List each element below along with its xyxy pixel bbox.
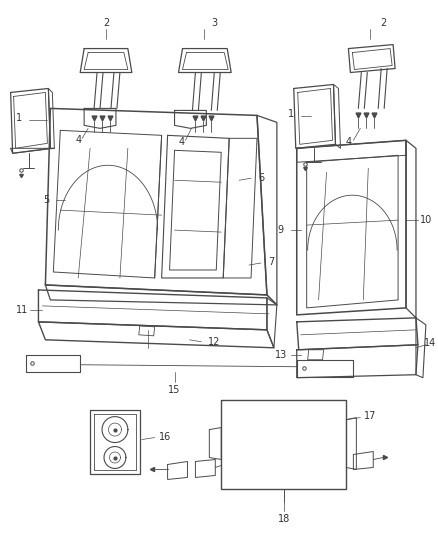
- Text: 6: 6: [258, 173, 264, 183]
- Text: 4: 4: [345, 138, 351, 147]
- Text: 15: 15: [168, 385, 181, 394]
- Text: 7: 7: [268, 257, 274, 267]
- Text: 17: 17: [364, 410, 376, 421]
- Text: 14: 14: [424, 338, 436, 348]
- Text: 4: 4: [178, 138, 184, 147]
- Text: 11: 11: [17, 305, 28, 315]
- Text: 9: 9: [278, 225, 284, 235]
- Text: 1: 1: [15, 114, 21, 123]
- Text: 16: 16: [159, 432, 171, 441]
- Text: 2: 2: [103, 18, 109, 28]
- Text: 18: 18: [278, 514, 290, 524]
- Text: 2: 2: [380, 18, 386, 28]
- Text: 10: 10: [420, 215, 432, 225]
- Text: 13: 13: [275, 350, 287, 360]
- Text: 12: 12: [208, 337, 220, 347]
- Text: 5: 5: [43, 195, 49, 205]
- Text: 3: 3: [211, 18, 217, 28]
- Text: 1: 1: [288, 109, 294, 119]
- Text: 4: 4: [75, 135, 81, 146]
